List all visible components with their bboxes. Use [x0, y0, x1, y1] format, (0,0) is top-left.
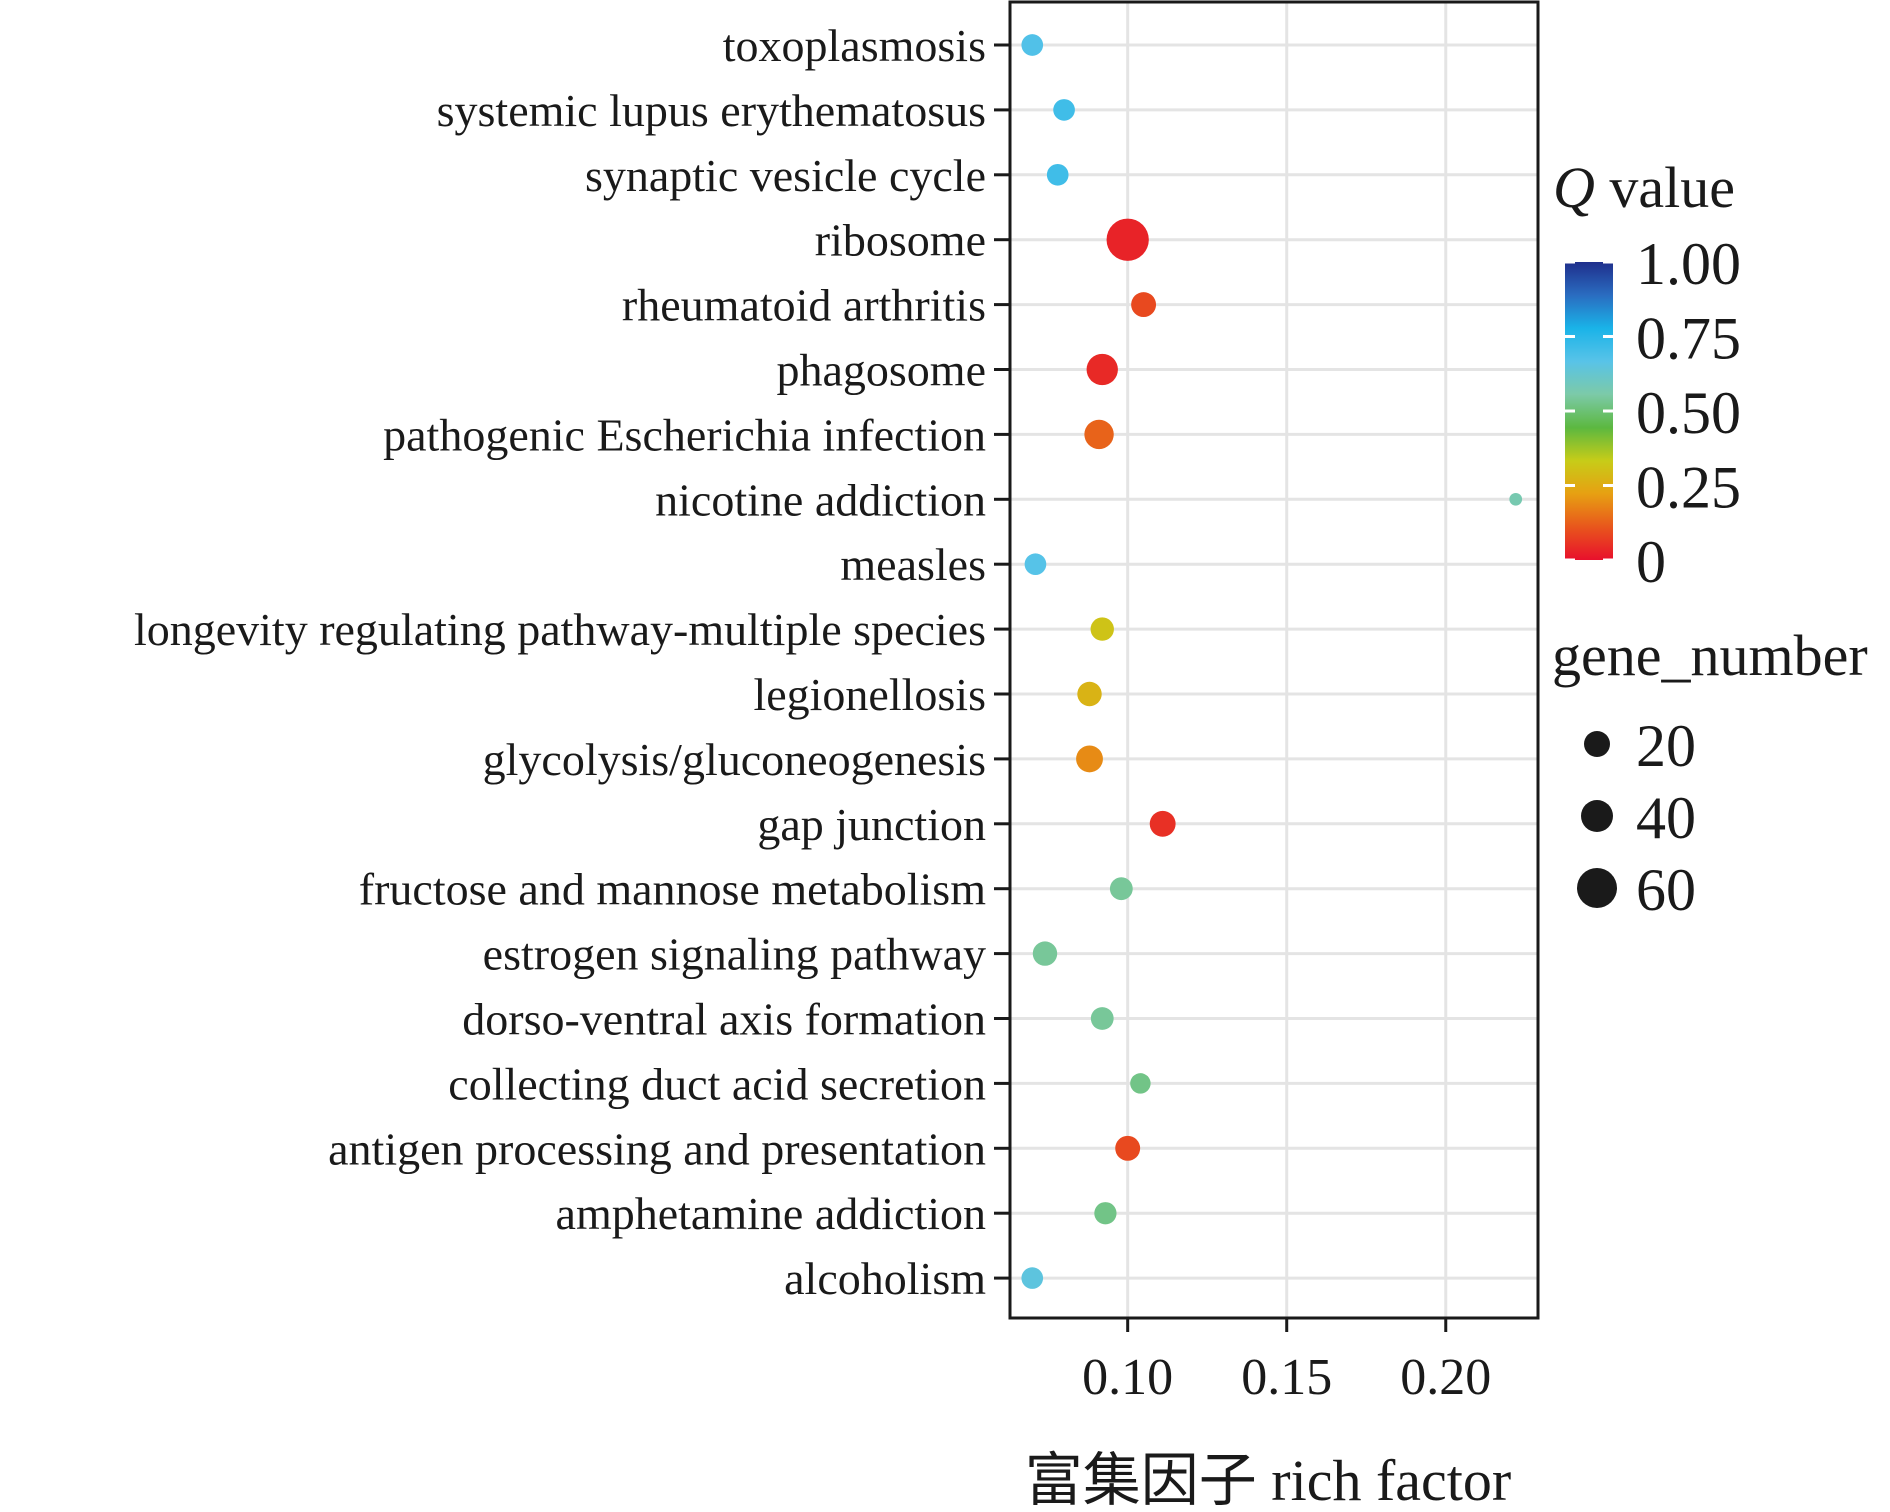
q-value-colorbar-ticks: 1.00 0.75 0.50 0.25 0 — [1565, 231, 1741, 595]
plot-frame — [1008, 0, 1540, 1320]
colorbar-tick-label: 0.75 — [1636, 306, 1741, 372]
data-point — [1149, 810, 1176, 837]
x-axis-title: 富集因子 rich factor — [1025, 1448, 1511, 1512]
gene-number-legend-title: gene_number — [1552, 623, 1868, 688]
y-axis: toxoplasmosis systemic lupus erythematosu… — [134, 20, 1010, 1304]
y-category-label: toxoplasmosis — [723, 20, 986, 71]
x-tick-label: 0.15 — [1241, 1349, 1332, 1406]
data-point — [1032, 941, 1058, 966]
colorbar-tick-label: 1.00 — [1636, 231, 1741, 297]
y-category-label: collecting duct acid secretion — [448, 1058, 986, 1109]
data-point — [1086, 353, 1118, 386]
y-category-label: legionellosis — [753, 669, 986, 720]
data-point — [1131, 292, 1157, 318]
data-point — [1076, 745, 1103, 773]
data-point — [1094, 1202, 1117, 1225]
data-point — [1109, 877, 1133, 901]
q-value-legend: Q value 1.00 0.75 0.50 0.25 0 — [1553, 155, 1741, 595]
data-point — [1021, 1267, 1044, 1289]
y-category-label: alcoholism — [784, 1253, 986, 1304]
data-point — [1115, 1135, 1141, 1161]
x-axis: 0.10 0.15 0.20 — [1082, 1318, 1491, 1406]
data-point — [1046, 163, 1069, 186]
y-category-label: antigen processing and presentation — [328, 1123, 986, 1174]
y-category-label: phagosome — [776, 345, 986, 396]
y-category-label: pathogenic Escherichia infection — [383, 409, 986, 460]
y-category-label: amphetamine addiction — [556, 1188, 986, 1239]
y-category-label: dorso-ventral axis formation — [462, 994, 986, 1045]
colorbar-tick-label: 0 — [1636, 529, 1666, 595]
size-legend-marker — [1577, 868, 1617, 908]
colorbar-tick-label: 0.50 — [1636, 380, 1741, 446]
data-point — [1077, 681, 1102, 707]
y-category-label: glycolysis/gluconeogenesis — [483, 734, 986, 785]
colorbar-tick-label: 0.25 — [1636, 455, 1741, 521]
data-point — [1090, 617, 1114, 641]
y-category-label: longevity regulating pathway-multiple sp… — [134, 604, 986, 655]
size-legend-marker — [1584, 731, 1610, 757]
size-legend-label: 40 — [1636, 785, 1696, 851]
y-category-label: fructose and mannose metabolism — [359, 864, 986, 915]
q-legend-title-q: Q — [1553, 155, 1595, 220]
data-point — [1106, 218, 1149, 261]
data-point — [1090, 1007, 1114, 1030]
data-point — [1024, 553, 1047, 576]
data-point — [1053, 99, 1075, 121]
q-legend-title-rest: value — [1595, 155, 1735, 220]
data-point — [1021, 34, 1044, 56]
y-gridlines — [1010, 43, 1538, 1280]
y-category-label: synaptic vesicle cycle — [585, 150, 986, 201]
y-category-label: systemic lupus erythematosus — [437, 85, 986, 136]
x-tick-label: 0.10 — [1082, 1349, 1173, 1406]
data-point — [1084, 419, 1114, 450]
y-category-label: measles — [840, 539, 986, 590]
y-category-label: rheumatoid arthritis — [622, 280, 986, 331]
data-point — [1130, 1073, 1151, 1094]
size-legend-label: 60 — [1636, 857, 1696, 923]
size-legend-label: 20 — [1636, 713, 1696, 779]
y-category-label: estrogen signaling pathway — [483, 929, 986, 980]
x-tick-label: 0.20 — [1400, 1349, 1491, 1406]
data-point — [1509, 492, 1523, 506]
y-category-label: gap junction — [757, 799, 986, 850]
data-points — [1021, 34, 1523, 1289]
y-category-label: nicotine addiction — [655, 474, 986, 525]
y-category-label: ribosome — [815, 215, 986, 266]
q-value-legend-title: Q value — [1553, 155, 1735, 220]
size-legend-marker — [1581, 800, 1613, 832]
plot-background — [1010, 2, 1538, 1318]
